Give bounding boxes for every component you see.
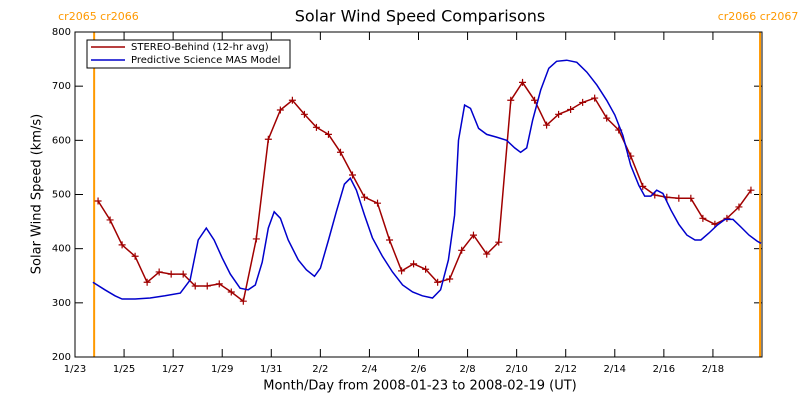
point-marker — [288, 96, 296, 104]
point-marker — [276, 106, 284, 114]
x-tick-label: 2/6 — [410, 364, 426, 375]
point-marker — [143, 278, 151, 286]
point-marker — [106, 216, 114, 224]
point-marker — [531, 96, 539, 104]
plot-area: 200 300 400 500 600 700 800 1/23 1/25 1/27 1/29 1/3… — [52, 10, 798, 375]
x-tick-label: 1/25 — [113, 364, 135, 375]
point-marker — [215, 280, 223, 288]
marker-label: cr2065 cr2066 — [58, 10, 139, 23]
series-line — [92, 59, 762, 300]
point-marker — [603, 114, 611, 122]
point-marker — [336, 148, 344, 156]
legend-label: Predictive Science MAS Model — [131, 55, 280, 66]
point-marker — [374, 199, 382, 207]
y-tick-label: 800 — [52, 27, 71, 38]
point-marker — [495, 238, 503, 246]
point-marker — [483, 250, 491, 258]
point-marker — [555, 110, 563, 118]
point-marker — [324, 130, 332, 138]
point-marker — [191, 282, 199, 290]
point-marker — [348, 171, 356, 179]
point-marker — [675, 194, 683, 202]
legend-box — [86, 39, 291, 69]
point-marker — [458, 246, 466, 254]
x-tick-label: 2/8 — [460, 364, 476, 375]
marker-label: cr2066 cr2067 — [718, 10, 799, 23]
point-marker — [131, 252, 139, 260]
point-marker — [434, 278, 442, 286]
x-tick-label: 2/18 — [702, 364, 724, 375]
point-marker — [118, 241, 126, 249]
x-tick-label: 2/2 — [312, 364, 328, 375]
point-marker — [227, 288, 235, 296]
x-tick-label: 2/4 — [361, 364, 377, 375]
point-marker — [398, 267, 406, 275]
point-marker — [579, 98, 587, 106]
point-marker — [94, 197, 102, 205]
point-marker — [446, 275, 454, 283]
x-tick-label: 2/16 — [653, 364, 675, 375]
y-axis-label: Solar Wind Speed (km/s) — [30, 114, 45, 274]
point-marker — [639, 182, 647, 190]
point-marker — [543, 121, 551, 129]
x-tick-label: 1/29 — [211, 364, 233, 375]
legend-label: STEREO-Behind (12-hr avg) — [131, 42, 269, 53]
point-marker — [422, 265, 430, 273]
point-marker — [361, 193, 369, 201]
chart-title: Solar Wind Speed Comparisons — [295, 7, 546, 26]
point-marker — [469, 231, 477, 239]
point-marker — [699, 214, 707, 222]
point-marker — [239, 297, 247, 305]
y-tick-label: 300 — [52, 298, 71, 309]
x-tick-label: 2/10 — [505, 364, 527, 375]
point-marker — [252, 235, 260, 243]
point-marker — [747, 186, 755, 194]
point-marker — [723, 214, 731, 222]
y-tick-label: 400 — [52, 244, 71, 255]
x-axis-label: Month/Day from 2008-01-23 to 2008-02-19 … — [263, 379, 576, 394]
plot-frame — [74, 31, 763, 358]
point-marker — [410, 260, 418, 268]
point-marker — [591, 94, 599, 102]
point-marker — [155, 268, 163, 276]
y-tick-label: 200 — [52, 352, 71, 363]
y-tick-label: 500 — [52, 190, 71, 201]
y-tick-label: 700 — [52, 81, 71, 92]
point-marker — [567, 105, 575, 113]
point-marker — [735, 203, 743, 211]
x-tick-label: 2/12 — [554, 364, 576, 375]
point-marker — [179, 270, 187, 278]
point-marker — [687, 194, 695, 202]
x-tick-label: 2/14 — [604, 364, 626, 375]
x-tick-label: 1/23 — [64, 364, 86, 375]
point-marker — [312, 123, 320, 131]
point-marker — [386, 236, 394, 244]
y-tick-label: 600 — [52, 135, 71, 146]
point-marker — [507, 96, 515, 104]
x-tick-label: 1/31 — [260, 364, 282, 375]
point-marker — [167, 270, 175, 278]
x-tick-label: 1/27 — [162, 364, 184, 375]
point-marker — [300, 110, 308, 118]
point-marker — [519, 78, 527, 86]
point-marker — [203, 282, 211, 290]
point-marker — [264, 135, 272, 143]
